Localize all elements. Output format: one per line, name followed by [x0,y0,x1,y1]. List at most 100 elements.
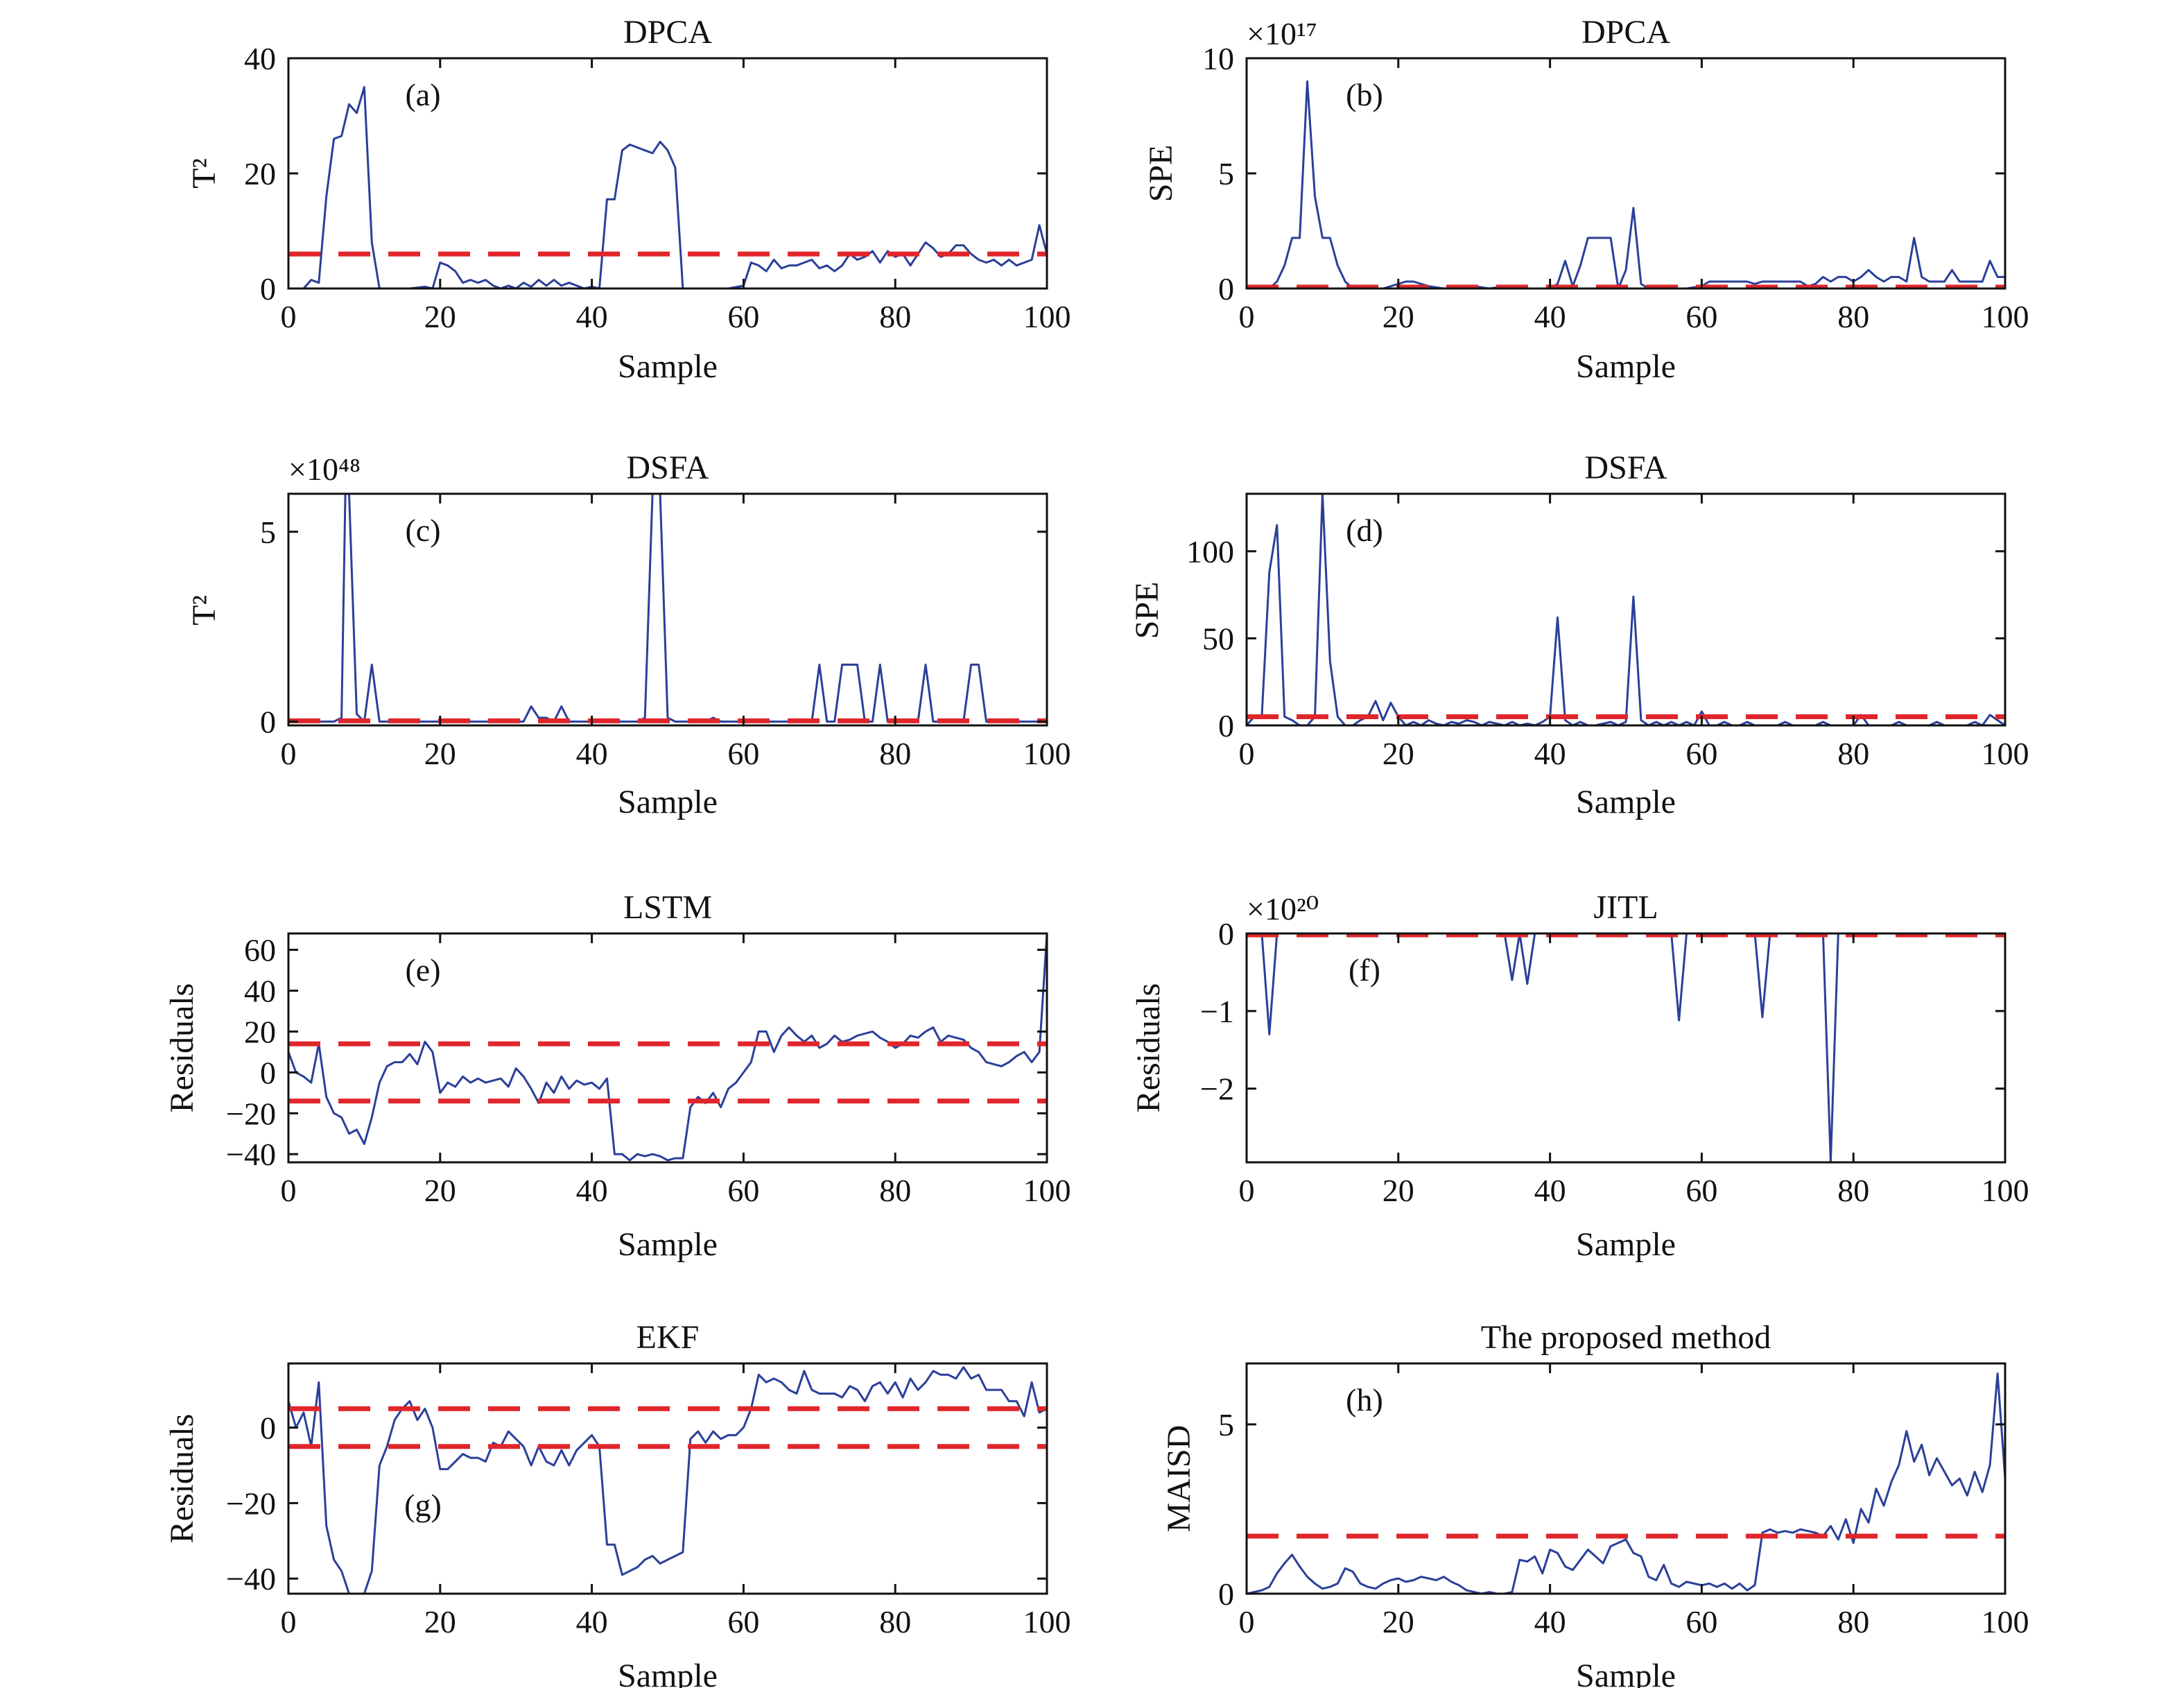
x-tick-label: 100 [1023,736,1071,771]
x-tick-label: 0 [281,299,297,334]
x-tick-label: 20 [1383,1173,1414,1208]
x-tick-label: 20 [424,1604,456,1639]
x-tick-label: 80 [879,299,911,334]
panel-title: The proposed method [1481,1319,1771,1356]
x-tick-label: 100 [1982,1173,2029,1208]
x-tick-label: 100 [1023,1173,1071,1208]
x-axis-label: Sample [1576,1226,1676,1263]
y-tick-label: 0 [1218,1576,1234,1612]
panel-title: DPCA [1581,14,1670,51]
x-tick-label: 20 [1383,299,1414,334]
x-tick-label: 60 [1685,736,1717,771]
y-tick-label: 60 [244,933,276,968]
y-tick-label: −20 [226,1096,276,1131]
x-tick-label: 20 [1383,736,1414,771]
panel-title: LSTM [623,889,712,926]
y-tick-label: 0 [1218,708,1234,743]
x-axis-label: Sample [618,1226,718,1263]
x-tick-label: 100 [1023,1604,1071,1639]
plot-frame [1245,492,2007,727]
x-tick-label: 80 [1837,299,1869,334]
y-tick-label: 0 [1218,271,1234,307]
y-tick-label: −40 [226,1137,276,1172]
x-tick-label: 60 [1685,1173,1717,1208]
panel-letter: (c) [405,513,440,548]
series-line [288,933,1047,1162]
y-tick-label: 20 [244,156,276,191]
x-tick-label: 100 [1982,736,2029,771]
x-tick-label: 100 [1023,299,1071,334]
x-tick-label: 40 [576,299,608,334]
x-tick-label: 40 [576,736,608,771]
panel-letter: (f) [1349,952,1380,988]
y-axis-label: Residuals [164,1414,200,1544]
panel-h: The proposed method (h) Sample MAISD 0 20… [1161,1319,2029,1688]
y-tick-label: −20 [226,1485,276,1521]
panel-a: DPCA (a) Sample T² 0 20 40 60 80 100 0 20 40 [186,14,1071,385]
x-tick-label: 0 [1239,736,1255,771]
panel-b: DPCA (b) ×10¹⁷ Sample SPE 0 20 40 60 80 100 0 5… [1143,14,2029,385]
y-tick-label: 10 [1202,41,1234,76]
x-axis-label: Sample [618,348,718,385]
axis-exponent-label: ×10²⁰ [1247,891,1319,927]
panel-e: LSTM (e) Sample Residuals 0 20 40 60 80 100 −4… [164,889,1071,1263]
panel-title: DSFA [1584,449,1667,486]
y-tick-label: 0 [260,271,276,307]
plot-frame [287,932,1048,1164]
x-axis-label: Sample [1576,784,1676,820]
x-axis-label: Sample [1576,348,1676,385]
x-tick-label: 0 [1239,299,1255,334]
panel-letter: (e) [405,952,440,988]
x-tick-label: 80 [1837,1173,1869,1208]
y-tick-label: −40 [226,1561,276,1596]
x-tick-label: 60 [727,299,759,334]
x-tick-label: 40 [1534,299,1566,334]
x-tick-label: 80 [879,736,911,771]
x-tick-label: 20 [424,1173,456,1208]
x-tick-label: 20 [424,736,456,771]
y-axis-label: T² [186,595,223,626]
x-tick-label: 80 [879,1173,911,1208]
x-tick-label: 60 [727,736,759,771]
y-axis-label: MAISD [1161,1425,1197,1533]
axis-exponent-label: ×10⁴⁸ [288,451,361,487]
x-tick-label: 20 [424,299,456,334]
plot-frame [1245,932,2007,1164]
panel-f: JITL (f) ×10²⁰ Sample Residuals 0 20 40 60 8… [1130,889,2029,1263]
x-tick-label: 0 [1239,1173,1255,1208]
x-tick-label: 80 [1837,736,1869,771]
x-tick-label: 60 [1685,299,1717,334]
x-axis-label: Sample [618,1657,718,1688]
x-tick-label: 60 [727,1173,759,1208]
axis-exponent-label: ×10¹⁷ [1247,16,1317,51]
y-axis-label: SPE [1129,582,1165,639]
panel-c: DSFA (c) ×10⁴⁸ Sample T² 0 20 40 60 80 100 0 5 [186,449,1071,820]
plot-frame [287,1362,1048,1595]
y-tick-label: 5 [1218,1407,1234,1442]
panel-d: DSFA (d) Sample SPE 0 20 40 60 80 100 0 50 100 [1129,449,2029,820]
x-tick-label: 40 [1534,736,1566,771]
x-tick-label: 40 [576,1604,608,1639]
y-tick-label: −2 [1200,1071,1234,1107]
y-axis-label: SPE [1143,145,1179,203]
x-tick-label: 0 [281,736,297,771]
panel-title: EKF [636,1319,700,1356]
x-tick-label: 0 [281,1604,297,1639]
panel-title: DSFA [626,449,709,486]
y-tick-label: 40 [244,41,276,76]
x-tick-label: 40 [1534,1604,1566,1639]
panel-letter: (g) [404,1488,442,1523]
panel-g: EKF (g) Sample Residuals 0 20 40 60 80 100 −40… [164,1319,1071,1688]
x-axis-label: Sample [618,784,718,820]
y-tick-label: 50 [1202,621,1234,656]
plot-frame [287,492,1048,727]
series-line [1247,1372,2005,1594]
x-tick-label: 60 [727,1604,759,1639]
series-line [288,86,1047,288]
x-tick-label: 100 [1982,299,2029,334]
series-line [1247,494,2005,725]
y-axis-label: T² [186,158,223,189]
x-tick-label: 0 [1239,1604,1255,1639]
x-tick-label: 80 [879,1604,911,1639]
